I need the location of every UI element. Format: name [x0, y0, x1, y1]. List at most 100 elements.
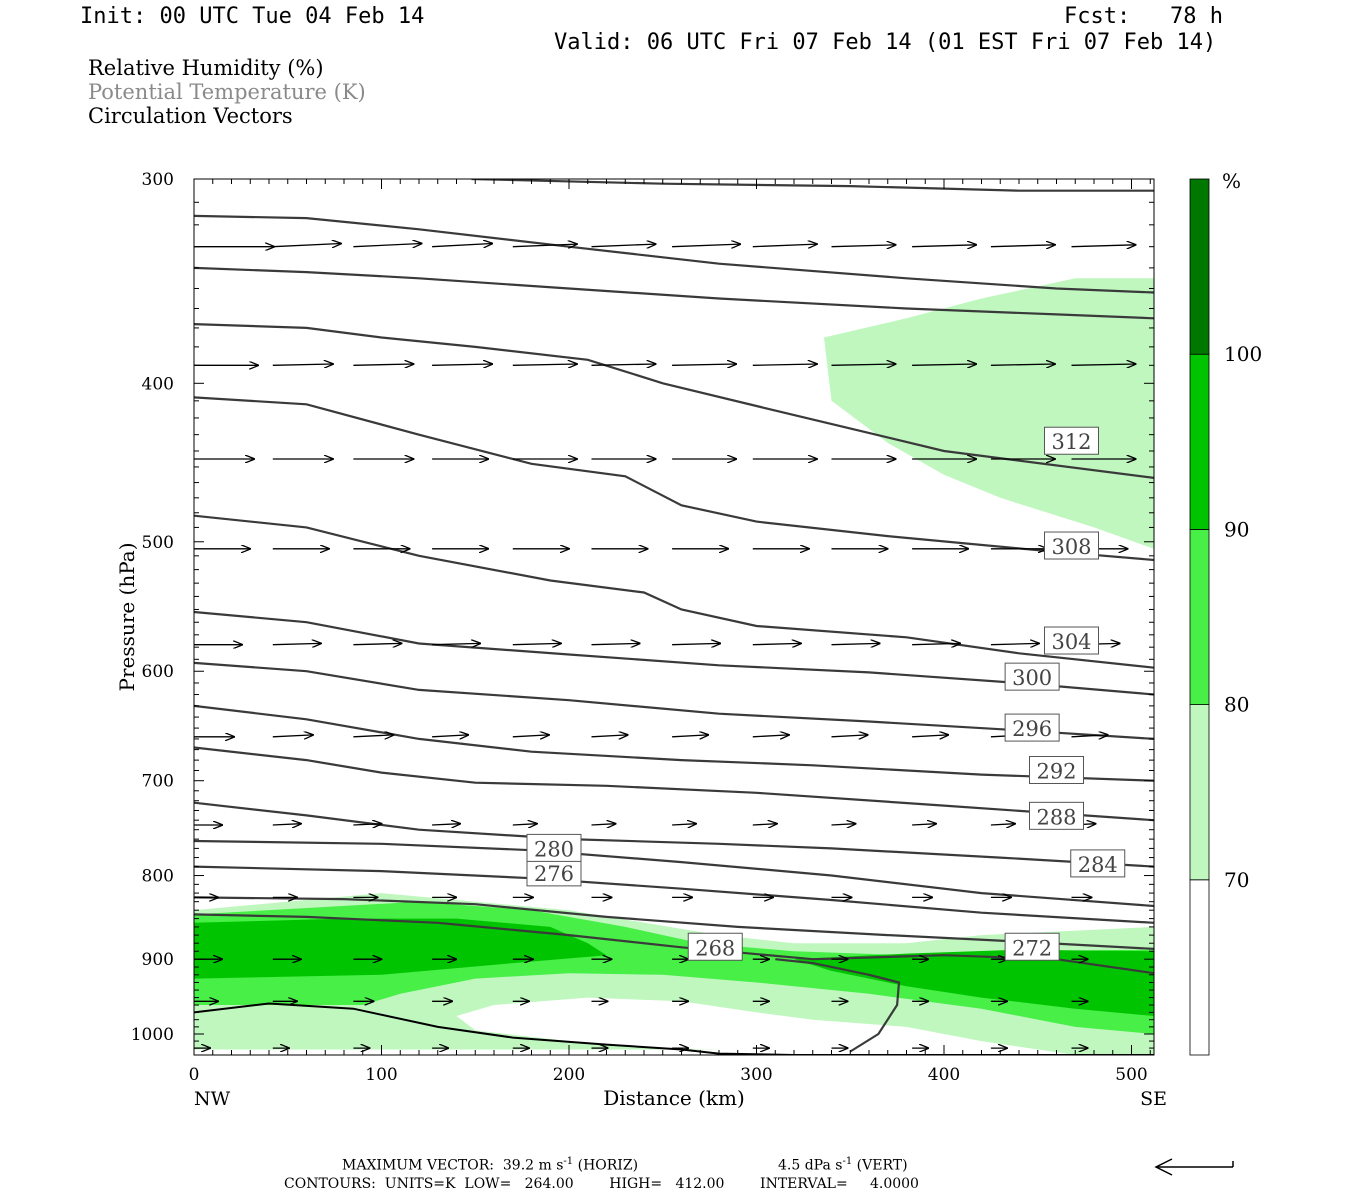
contour-label-284: 284 — [1078, 853, 1118, 877]
x-tick-label: 100 — [365, 1065, 397, 1085]
colorbar-swatch — [1189, 178, 1210, 355]
contour-info: CONTOURS: UNITS=K LOW= 264.00 HIGH= 412.… — [284, 1176, 919, 1192]
circulation-vector — [912, 824, 936, 825]
circulation-vector — [990, 245, 1055, 247]
theta-contour-280 — [194, 839, 1154, 908]
y-tick-label: 900 — [142, 950, 174, 970]
theta-contour-14 — [471, 179, 1154, 192]
theta-contour-308 — [194, 396, 1154, 562]
contour-label-box-272 — [1004, 932, 1060, 961]
contour-label-292: 292 — [1036, 759, 1076, 783]
circulation-vector — [591, 824, 616, 825]
circulation-vector — [672, 643, 720, 644]
contour-label-288: 288 — [1036, 805, 1076, 829]
max-vector-unit-exponent: -1 — [563, 1156, 574, 1167]
reference-vector-arrow — [1154, 1158, 1234, 1176]
circulation-vector — [912, 643, 960, 644]
theta-contour-292 — [194, 704, 1154, 782]
field-label-vectors: Circulation Vectors — [88, 104, 293, 128]
circulation-vector — [672, 824, 696, 825]
circulation-vector — [353, 364, 413, 365]
circulation-vector — [432, 244, 492, 247]
x-end-label-right: SE — [1140, 1088, 1167, 1110]
y-tick-label: 300 — [142, 170, 174, 190]
contour-label-box-284 — [1070, 849, 1126, 878]
circulation-vector — [512, 244, 577, 247]
rh-shade-90-4 — [794, 949, 1154, 1016]
rh-shade-90-3 — [194, 918, 607, 979]
circulation-vector — [512, 643, 561, 644]
circulation-vector — [353, 824, 381, 825]
x-tick-label: 0 — [189, 1065, 200, 1085]
theta-contour-272 — [194, 896, 1154, 950]
circulation-vector — [1153, 736, 1154, 737]
terrain-line — [194, 1002, 1154, 1055]
max-vector-text: MAXIMUM VECTOR: 39.2 m s — [342, 1157, 564, 1174]
contour-label-276: 276 — [534, 862, 574, 886]
circulation-vector — [272, 364, 333, 365]
circulation-vector — [990, 643, 1039, 644]
theta-contour-312 — [194, 323, 1154, 479]
contour-label-272: 272 — [1012, 936, 1052, 960]
circulation-vector — [752, 364, 817, 365]
circulation-vector — [990, 364, 1055, 365]
circulation-vector — [831, 364, 896, 365]
contour-label-box-268 — [687, 932, 743, 961]
circulation-vector — [672, 735, 708, 737]
circulation-vector — [912, 735, 948, 737]
theta-contour-276 — [194, 865, 1154, 924]
circulation-vector — [272, 643, 321, 644]
x-tick-label: 400 — [928, 1065, 960, 1085]
circulation-vector — [1071, 245, 1136, 247]
circulation-vector — [591, 735, 628, 737]
contour-label-268: 268 — [695, 936, 735, 960]
circulation-vector — [672, 244, 740, 247]
y-tick-label: 600 — [142, 662, 174, 682]
plot-frame — [193, 178, 1155, 1056]
vert-vector-vert: (VERT) — [852, 1157, 908, 1174]
colorbar: 70 80 90 100% — [1189, 169, 1262, 1056]
contour-label-296: 296 — [1012, 717, 1052, 741]
y-tick-label: 500 — [142, 533, 174, 553]
y-tick-label: 400 — [142, 374, 174, 394]
circulation-vector — [353, 643, 401, 644]
circulation-vector — [272, 735, 313, 737]
x-axis-label: Distance (km) — [603, 1086, 745, 1110]
x-tick-label: 500 — [1115, 1065, 1147, 1085]
theta-contour-13 — [194, 214, 1154, 294]
field-label-rh: Relative Humidity (%) — [88, 56, 324, 80]
circulation-vector — [512, 735, 549, 737]
x-end-label-left: NW — [194, 1088, 231, 1110]
contour-label-box-300 — [1004, 662, 1060, 691]
colorbar-level-label: 70 — [1224, 868, 1249, 892]
circulation-vector — [512, 824, 537, 825]
circulation-vector — [1153, 824, 1154, 825]
contour-label-box-276 — [526, 858, 582, 887]
vert-vector-note: 4.5 dPa s-1 (VERT) — [778, 1156, 908, 1174]
circulation-vector — [432, 824, 460, 825]
colorbar-swatch — [1189, 353, 1210, 530]
x-tick-label: 200 — [553, 1065, 585, 1085]
circulation-vector — [912, 245, 976, 247]
y-tick-label: 1000 — [131, 1025, 174, 1045]
circulation-vector — [591, 364, 656, 365]
theta-contour-284 — [194, 801, 1154, 868]
colorbar-swatch — [1189, 704, 1210, 881]
vert-vector-unit-exponent: -1 — [842, 1156, 853, 1167]
max-vector-horiz: (HORIZ) — [573, 1157, 639, 1174]
circulation-vector — [353, 735, 393, 737]
forecast-hour: Fcst: 78 h — [1064, 4, 1223, 29]
circulation-vector — [752, 824, 777, 825]
contour-label-300: 300 — [1012, 666, 1052, 690]
contour-label-304: 304 — [1051, 630, 1091, 654]
circulation-vector — [591, 643, 640, 644]
y-tick-label: 700 — [142, 772, 174, 792]
contour-label-box-280 — [526, 833, 582, 862]
contour-label-308: 308 — [1051, 535, 1091, 559]
circulation-vector — [831, 643, 880, 644]
contour-label-box-308 — [1044, 531, 1099, 560]
contour-label-box-304 — [1044, 626, 1099, 655]
circulation-vector — [831, 735, 868, 737]
colorbar-level-label: 100 — [1224, 342, 1262, 366]
circulation-vector — [272, 824, 301, 825]
